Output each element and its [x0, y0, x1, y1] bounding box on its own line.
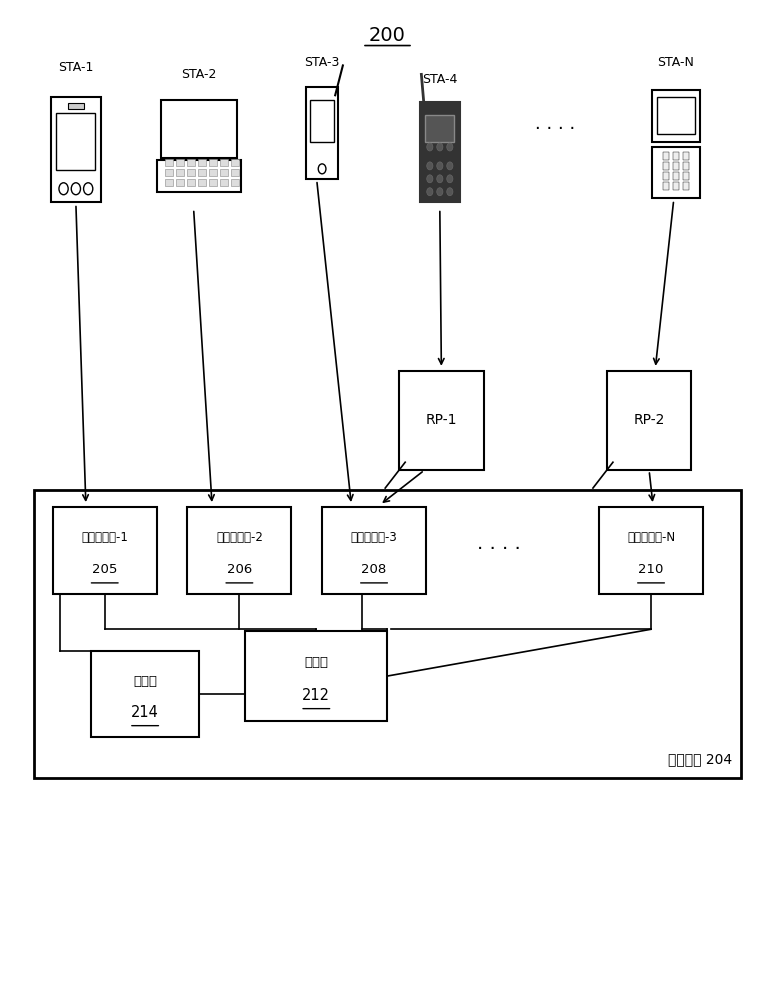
Bar: [176, 169, 184, 176]
Bar: [220, 159, 228, 166]
Text: RP-2: RP-2: [633, 413, 665, 427]
Bar: [231, 159, 239, 166]
Bar: [33, 490, 742, 778]
Circle shape: [437, 143, 443, 151]
Bar: [220, 179, 228, 186]
Bar: [306, 87, 338, 179]
Bar: [673, 162, 679, 170]
Circle shape: [71, 183, 81, 195]
Bar: [322, 507, 426, 594]
Bar: [683, 162, 689, 170]
Bar: [157, 160, 241, 192]
Bar: [198, 159, 206, 166]
Circle shape: [84, 183, 93, 195]
Bar: [51, 97, 101, 202]
Text: STA-2: STA-2: [181, 68, 217, 81]
Bar: [187, 159, 195, 166]
Bar: [673, 172, 679, 180]
Bar: [68, 103, 84, 109]
Text: RP-1: RP-1: [425, 413, 457, 427]
Bar: [653, 90, 700, 142]
Circle shape: [446, 162, 453, 170]
Text: STA-3: STA-3: [305, 56, 339, 69]
Bar: [673, 182, 679, 190]
Text: 无线电装置-1: 无线电装置-1: [81, 531, 128, 544]
Bar: [209, 179, 217, 186]
Bar: [176, 159, 184, 166]
Circle shape: [446, 188, 453, 196]
Text: 处理器: 处理器: [305, 656, 329, 669]
Text: 210: 210: [639, 563, 663, 576]
Text: STA-N: STA-N: [658, 56, 694, 69]
Circle shape: [437, 188, 443, 196]
Bar: [57, 113, 95, 170]
Text: 无线电装置-3: 无线电装置-3: [350, 531, 398, 544]
Circle shape: [59, 183, 68, 195]
Bar: [599, 507, 703, 594]
Bar: [198, 179, 206, 186]
Bar: [653, 147, 700, 198]
Text: 无线基站 204: 无线基站 204: [668, 753, 732, 767]
Text: 无线电装置-N: 无线电装置-N: [627, 531, 675, 544]
Text: 212: 212: [302, 688, 330, 703]
Bar: [425, 115, 454, 142]
Bar: [663, 172, 669, 180]
Bar: [187, 179, 195, 186]
Circle shape: [437, 175, 443, 183]
Bar: [663, 182, 669, 190]
Bar: [209, 169, 217, 176]
Bar: [399, 371, 484, 470]
Bar: [663, 162, 669, 170]
Text: 200: 200: [369, 26, 406, 45]
Bar: [657, 97, 694, 134]
Bar: [165, 179, 173, 186]
Text: 208: 208: [361, 563, 387, 576]
Circle shape: [446, 143, 453, 151]
Text: STA-1: STA-1: [58, 61, 94, 74]
Circle shape: [427, 175, 433, 183]
Bar: [607, 371, 691, 470]
Bar: [187, 169, 195, 176]
Bar: [231, 169, 239, 176]
Text: 205: 205: [92, 563, 118, 576]
Bar: [311, 100, 334, 142]
Bar: [198, 169, 206, 176]
Bar: [161, 100, 237, 158]
Circle shape: [427, 143, 433, 151]
Bar: [673, 152, 679, 160]
Text: 无线电装置-2: 无线电装置-2: [216, 531, 263, 544]
Bar: [683, 172, 689, 180]
Bar: [420, 102, 460, 202]
Text: 存储器: 存储器: [133, 675, 157, 688]
Circle shape: [319, 164, 326, 174]
Bar: [209, 159, 217, 166]
Circle shape: [427, 188, 433, 196]
Bar: [165, 159, 173, 166]
Bar: [245, 631, 388, 721]
Text: · · · ·: · · · ·: [477, 540, 521, 559]
Bar: [683, 152, 689, 160]
Text: 214: 214: [131, 705, 159, 720]
Bar: [176, 179, 184, 186]
Bar: [220, 169, 228, 176]
Circle shape: [437, 162, 443, 170]
Bar: [231, 179, 239, 186]
Bar: [663, 152, 669, 160]
Text: STA-4: STA-4: [422, 73, 457, 86]
Text: · · · ·: · · · ·: [535, 120, 575, 138]
Bar: [165, 169, 173, 176]
Circle shape: [427, 162, 433, 170]
Bar: [188, 507, 291, 594]
Bar: [53, 507, 157, 594]
Bar: [91, 651, 199, 737]
Circle shape: [446, 175, 453, 183]
Text: 206: 206: [227, 563, 252, 576]
Bar: [683, 182, 689, 190]
